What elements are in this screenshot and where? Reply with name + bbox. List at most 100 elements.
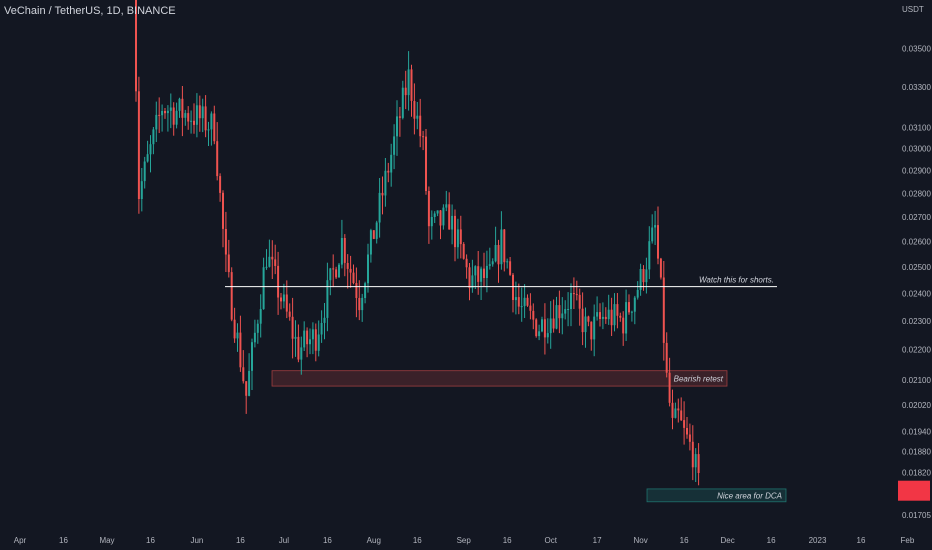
candle-body [616,304,619,316]
y-tick-label: 0.02400 [902,289,931,298]
candle-body [665,342,668,373]
candle-body [445,204,448,208]
x-tick-label: Jul [279,536,289,545]
candle-body [671,402,674,418]
candle-body [558,305,561,319]
candle-body [193,120,195,125]
candle-body [674,408,677,418]
candle-body [164,111,166,114]
candle-body [222,192,224,229]
candle-body [393,136,396,155]
candle-body [140,181,143,199]
y-tick-label: 0.03300 [902,83,931,92]
candle-body [642,269,645,283]
candle-body [451,215,454,230]
candle-body [216,141,219,177]
candle-body [677,408,680,411]
candle-body [425,136,427,191]
candle-body [253,332,256,343]
candle-body [259,309,262,324]
candle-body [625,302,628,334]
candle-body [245,381,248,396]
y-tick-label: 0.02500 [902,263,931,272]
candle-body [541,319,543,332]
candle-body [367,254,369,284]
candle-body [535,319,538,337]
candle-body [271,256,274,260]
candle-body [242,367,245,382]
y-tick-label: 0.02700 [902,213,931,222]
y-tick-label: 0.02300 [902,317,931,326]
y-tick-label: 0.01820 [902,469,931,478]
candle-body [195,105,198,125]
candles-group [135,0,700,486]
candle-body [381,192,384,196]
candle-body [686,428,688,435]
candle-body [546,333,549,338]
candle-body [654,225,657,228]
candle-body [390,154,393,173]
candle-body [314,329,317,351]
candle-body [329,268,332,281]
candle-body [224,229,227,255]
candle-body [256,323,259,333]
candle-body [456,229,459,248]
candle-body [572,293,575,295]
candle-body [512,274,514,300]
candle-body [422,136,425,138]
candle-body [436,210,439,214]
candle-body [483,268,485,278]
candle-body [364,283,367,298]
candle-body [268,256,271,267]
x-tick-label: 16 [680,536,689,545]
candle-body [468,267,471,289]
candle-body [277,265,280,298]
candle-body [172,107,175,125]
y-tick-label: 0.03100 [902,123,931,132]
candle-body [607,309,610,320]
current-price-box [898,480,930,501]
candle-body [578,294,581,309]
annotations-group: Watch this for shorts. Bearish retest Nice… [225,276,782,500]
candle-body [659,258,662,278]
y-tick-label: 0.01880 [902,448,931,457]
candle-body [251,342,253,371]
candle-body [520,306,523,308]
candle-body [326,280,329,318]
annotation-zones [271,370,787,503]
bearish-retest-zone [271,370,728,387]
candle-body [575,294,578,296]
candle-body [604,316,607,320]
candle-body [697,454,700,473]
y-axis-unit: USDT [902,5,924,14]
x-tick-label: 16 [236,536,245,545]
x-tick-label: 17 [593,536,602,545]
candle-body [494,245,497,262]
candle-body [500,229,503,265]
candle-body [291,316,294,339]
x-tick-label: 16 [413,536,422,545]
candle-body [175,110,178,125]
candle-body [265,266,268,268]
candle-body [190,120,193,122]
candle-body [442,207,445,226]
candle-body [152,129,155,145]
candle-body [497,245,500,265]
candle-body [340,238,343,265]
candle-body [628,302,630,313]
candle-body [262,267,265,310]
x-tick-label: 16 [323,536,332,545]
candle-body [601,316,604,319]
candle-body [590,321,593,340]
candle-body [462,244,465,259]
candle-body [274,259,277,266]
x-tick-label: May [99,536,114,545]
candle-body [297,336,300,360]
candle-body [471,275,474,289]
candle-body [485,265,488,278]
chart-title: VeChain / TetherUS, 1D, BINANCE [4,5,176,17]
candle-body [523,297,526,307]
candle-body [146,154,149,162]
